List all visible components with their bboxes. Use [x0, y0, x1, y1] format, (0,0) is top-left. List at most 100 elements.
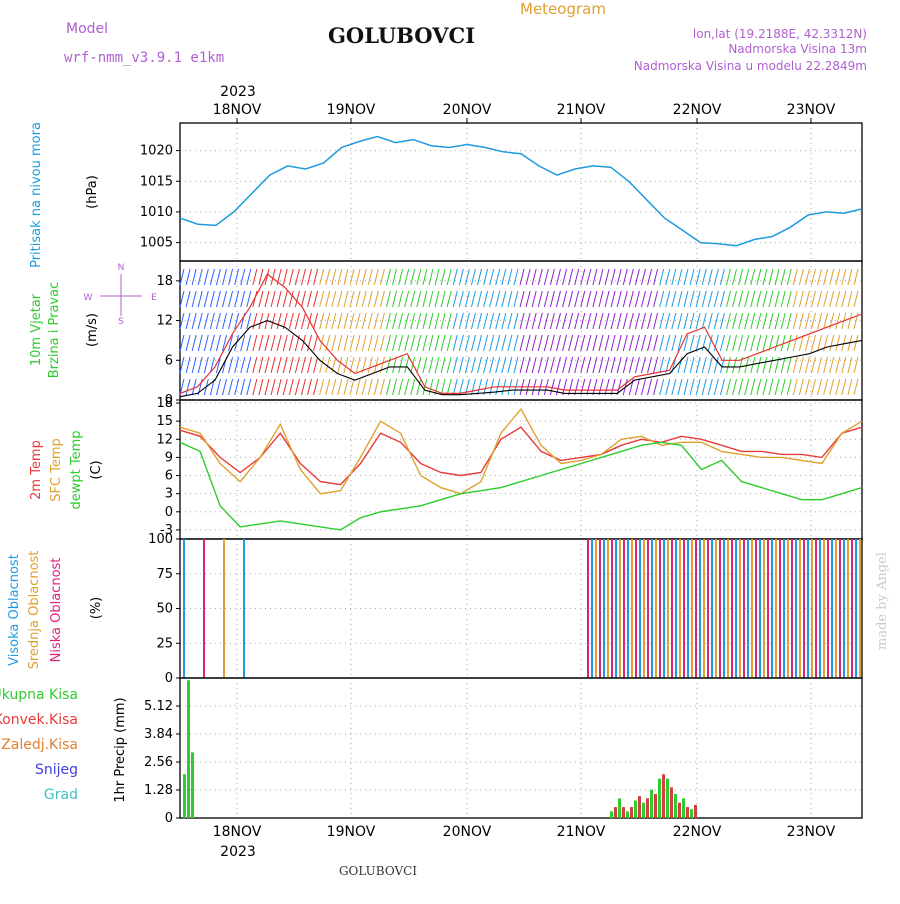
wind-barb: [695, 378, 701, 396]
cloud-bar: [647, 539, 649, 678]
wind-barb: [562, 290, 568, 308]
cloud-bar: [859, 539, 861, 678]
wind-barb: [392, 268, 398, 286]
y-tick-label: 50: [156, 602, 173, 617]
wind-barb: [768, 356, 774, 374]
wind-barb: [343, 356, 349, 374]
wind-barb: [519, 356, 525, 374]
wind-barb: [780, 268, 786, 286]
wind-barb: [762, 334, 768, 352]
wind-barb: [732, 334, 738, 352]
wind-barb: [841, 290, 847, 308]
precip-bar: [626, 811, 629, 818]
wind-barb: [392, 334, 398, 352]
precip-bar: [674, 793, 677, 818]
wind-barb: [592, 378, 598, 396]
wind-barb: [798, 268, 804, 286]
wind-barb: [798, 290, 804, 308]
y-tick-label: 1015: [140, 174, 173, 189]
wind-barb: [197, 334, 203, 352]
wind-barb: [385, 356, 391, 374]
wind-barb: [458, 268, 464, 286]
wind-barb: [568, 356, 574, 374]
wind-barb: [452, 312, 458, 330]
wind-barb: [440, 312, 446, 330]
wind-barb: [495, 268, 501, 286]
cloud-bar: [711, 539, 713, 678]
wind-barb: [246, 378, 252, 396]
wind-barb: [671, 268, 677, 286]
wind-barb: [659, 268, 665, 286]
model-name: wrf-nmm_v3.9.1 e1km: [64, 50, 224, 66]
wind-barb: [604, 334, 610, 352]
wind-barb: [695, 268, 701, 286]
cloud-bar: [667, 539, 669, 678]
legend-convective: Konvek.Kisa: [0, 712, 78, 728]
wind-ylabel-1: 10m Vjetar: [29, 293, 44, 366]
wind-barb: [458, 334, 464, 352]
wind-barb: [385, 268, 391, 286]
wind-barb: [738, 378, 744, 396]
pressure-panel: Pritisak na nivou mora (hPa) 1005 1010 101…: [29, 122, 863, 268]
y-tick-label: 0: [165, 505, 173, 520]
bottom-date-label: 18NOV: [213, 824, 262, 840]
wind-barb: [701, 312, 707, 330]
precip-bar: [690, 809, 693, 818]
precip-bar: [610, 811, 613, 818]
wind-barb: [452, 356, 458, 374]
wind-barb: [659, 378, 665, 396]
precip-bar: [183, 774, 186, 818]
wind-barb: [701, 334, 707, 352]
cloud-bar: [719, 539, 721, 678]
wind-barb: [197, 356, 203, 374]
wind-barb: [379, 312, 385, 330]
wind-barb: [398, 268, 404, 286]
wind-barb: [719, 378, 725, 396]
wind-barb: [780, 378, 786, 396]
wind-barb: [823, 268, 829, 286]
wind-barb: [307, 290, 312, 308]
wind-barb: [385, 378, 391, 396]
wind-barb: [525, 290, 531, 308]
wind-barb: [349, 334, 355, 352]
cloud-bar: [751, 539, 753, 678]
wind-barb: [373, 378, 379, 396]
wind-compass: W E N S: [84, 263, 158, 327]
cloud-bar: [659, 539, 661, 678]
wind-barb: [592, 312, 598, 330]
wind-barb: [240, 334, 246, 352]
cloud-bar: [611, 539, 613, 678]
temp-ylabel-2: SFC Temp: [49, 438, 64, 502]
wind-barb: [640, 312, 646, 330]
wind-barb: [337, 378, 343, 396]
wind-barb: [228, 268, 234, 286]
cloud-bar: [755, 539, 757, 678]
wind-barb: [811, 378, 816, 396]
wind-barb: [701, 356, 707, 374]
wind-barb: [331, 334, 337, 352]
wind-barb: [574, 268, 580, 286]
wind-barb: [549, 312, 555, 330]
wind-barb: [531, 290, 537, 308]
temp-ylabel-1: 2m Temp: [29, 440, 44, 500]
wind-barb: [282, 378, 288, 396]
station-title: GOLUBOVCI: [328, 23, 475, 48]
cloud-bar: [619, 539, 621, 678]
wind-barb: [811, 312, 816, 330]
wind-barb: [270, 312, 276, 330]
cloud-bar: [595, 539, 597, 678]
wind-barb: [738, 290, 744, 308]
top-date-label: 20NOV: [443, 102, 492, 118]
wind-barb: [847, 378, 853, 396]
precip-bar: [618, 798, 621, 818]
wind-barb: [549, 378, 555, 396]
wind-barb: [446, 312, 452, 330]
precip-panel: Ukupna Kisa Konvek.Kisa Zaledj.Kisa Snij…: [0, 677, 863, 826]
wind-barb: [385, 290, 391, 308]
wind-barb: [307, 378, 312, 396]
cloud-bar: [791, 539, 793, 678]
wind-barb: [701, 378, 707, 396]
wind-barb: [580, 378, 586, 396]
wind-barb: [258, 356, 264, 374]
wind-barb: [325, 356, 331, 374]
